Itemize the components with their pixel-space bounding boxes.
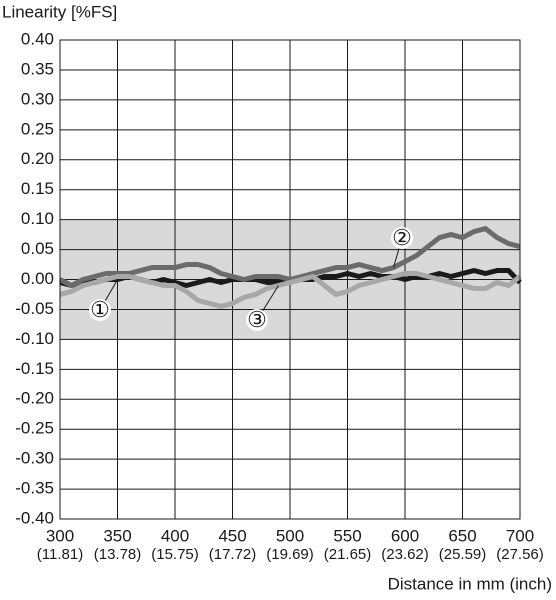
- x-tick-secondary-label: (13.78): [94, 546, 142, 563]
- y-tick-label: 0.05: [21, 239, 54, 258]
- label-backdrop: [89, 299, 111, 321]
- x-tick-label: 450: [218, 526, 246, 545]
- y-tick-label: 0.15: [21, 179, 54, 198]
- x-tick-label: 400: [161, 526, 189, 545]
- y-tick-label: 0.30: [21, 89, 54, 108]
- y-tick-label: 0.40: [21, 29, 54, 48]
- y-tick-label: 0.35: [21, 59, 54, 78]
- x-tick-secondary-label: (27.56): [496, 546, 544, 563]
- x-tick-secondary-label: (23.62): [381, 546, 429, 563]
- y-tick-label: -0.25: [15, 419, 54, 438]
- x-tick-label: 650: [448, 526, 476, 545]
- x-tick-label: 700: [506, 526, 534, 545]
- x-tick-label: 550: [333, 526, 361, 545]
- plot-frame: [59, 39, 521, 520]
- x-tick-secondary-label: (21.65): [324, 546, 372, 563]
- y-tick-label: -0.40: [15, 508, 54, 527]
- y-tick-label: -0.15: [15, 359, 54, 378]
- x-tick-secondary-label: (11.81): [37, 546, 83, 563]
- y-tick-label: -0.30: [15, 449, 54, 468]
- y-tick-label: 0.25: [21, 119, 54, 138]
- x-tick-label: 300: [46, 526, 74, 545]
- x-tick-secondary-label: (15.75): [151, 546, 199, 563]
- y-tick-label: 0.10: [21, 209, 54, 228]
- x-tick-label: 500: [276, 526, 304, 545]
- label-backdrop: [391, 227, 413, 249]
- series-line: [58, 226, 521, 288]
- x-tick-secondary-label: (17.72): [209, 546, 257, 563]
- label-backdrop: [246, 309, 268, 331]
- y-tick-label: -0.05: [15, 299, 54, 318]
- x-axis-label: Distance in mm (inch): [388, 574, 552, 593]
- y-tick-label: 0.00: [21, 269, 54, 288]
- x-tick-label: 350: [103, 526, 131, 545]
- x-tick-secondary-label: (25.59): [439, 546, 487, 563]
- y-tick-label: -0.35: [15, 479, 54, 498]
- series-line: [59, 271, 522, 309]
- series-label: ②: [392, 225, 412, 250]
- y-tick-label: 0.20: [21, 149, 54, 168]
- y-tick-label: -0.20: [15, 389, 54, 408]
- x-tick-label: 600: [391, 526, 419, 545]
- x-tick-secondary-label: (19.69): [266, 546, 314, 563]
- y-axis-label: Linearity [%FS]: [2, 2, 117, 21]
- series-label: ③: [247, 307, 267, 332]
- series-label: ①: [90, 297, 110, 322]
- y-tick-label: -0.10: [15, 329, 54, 348]
